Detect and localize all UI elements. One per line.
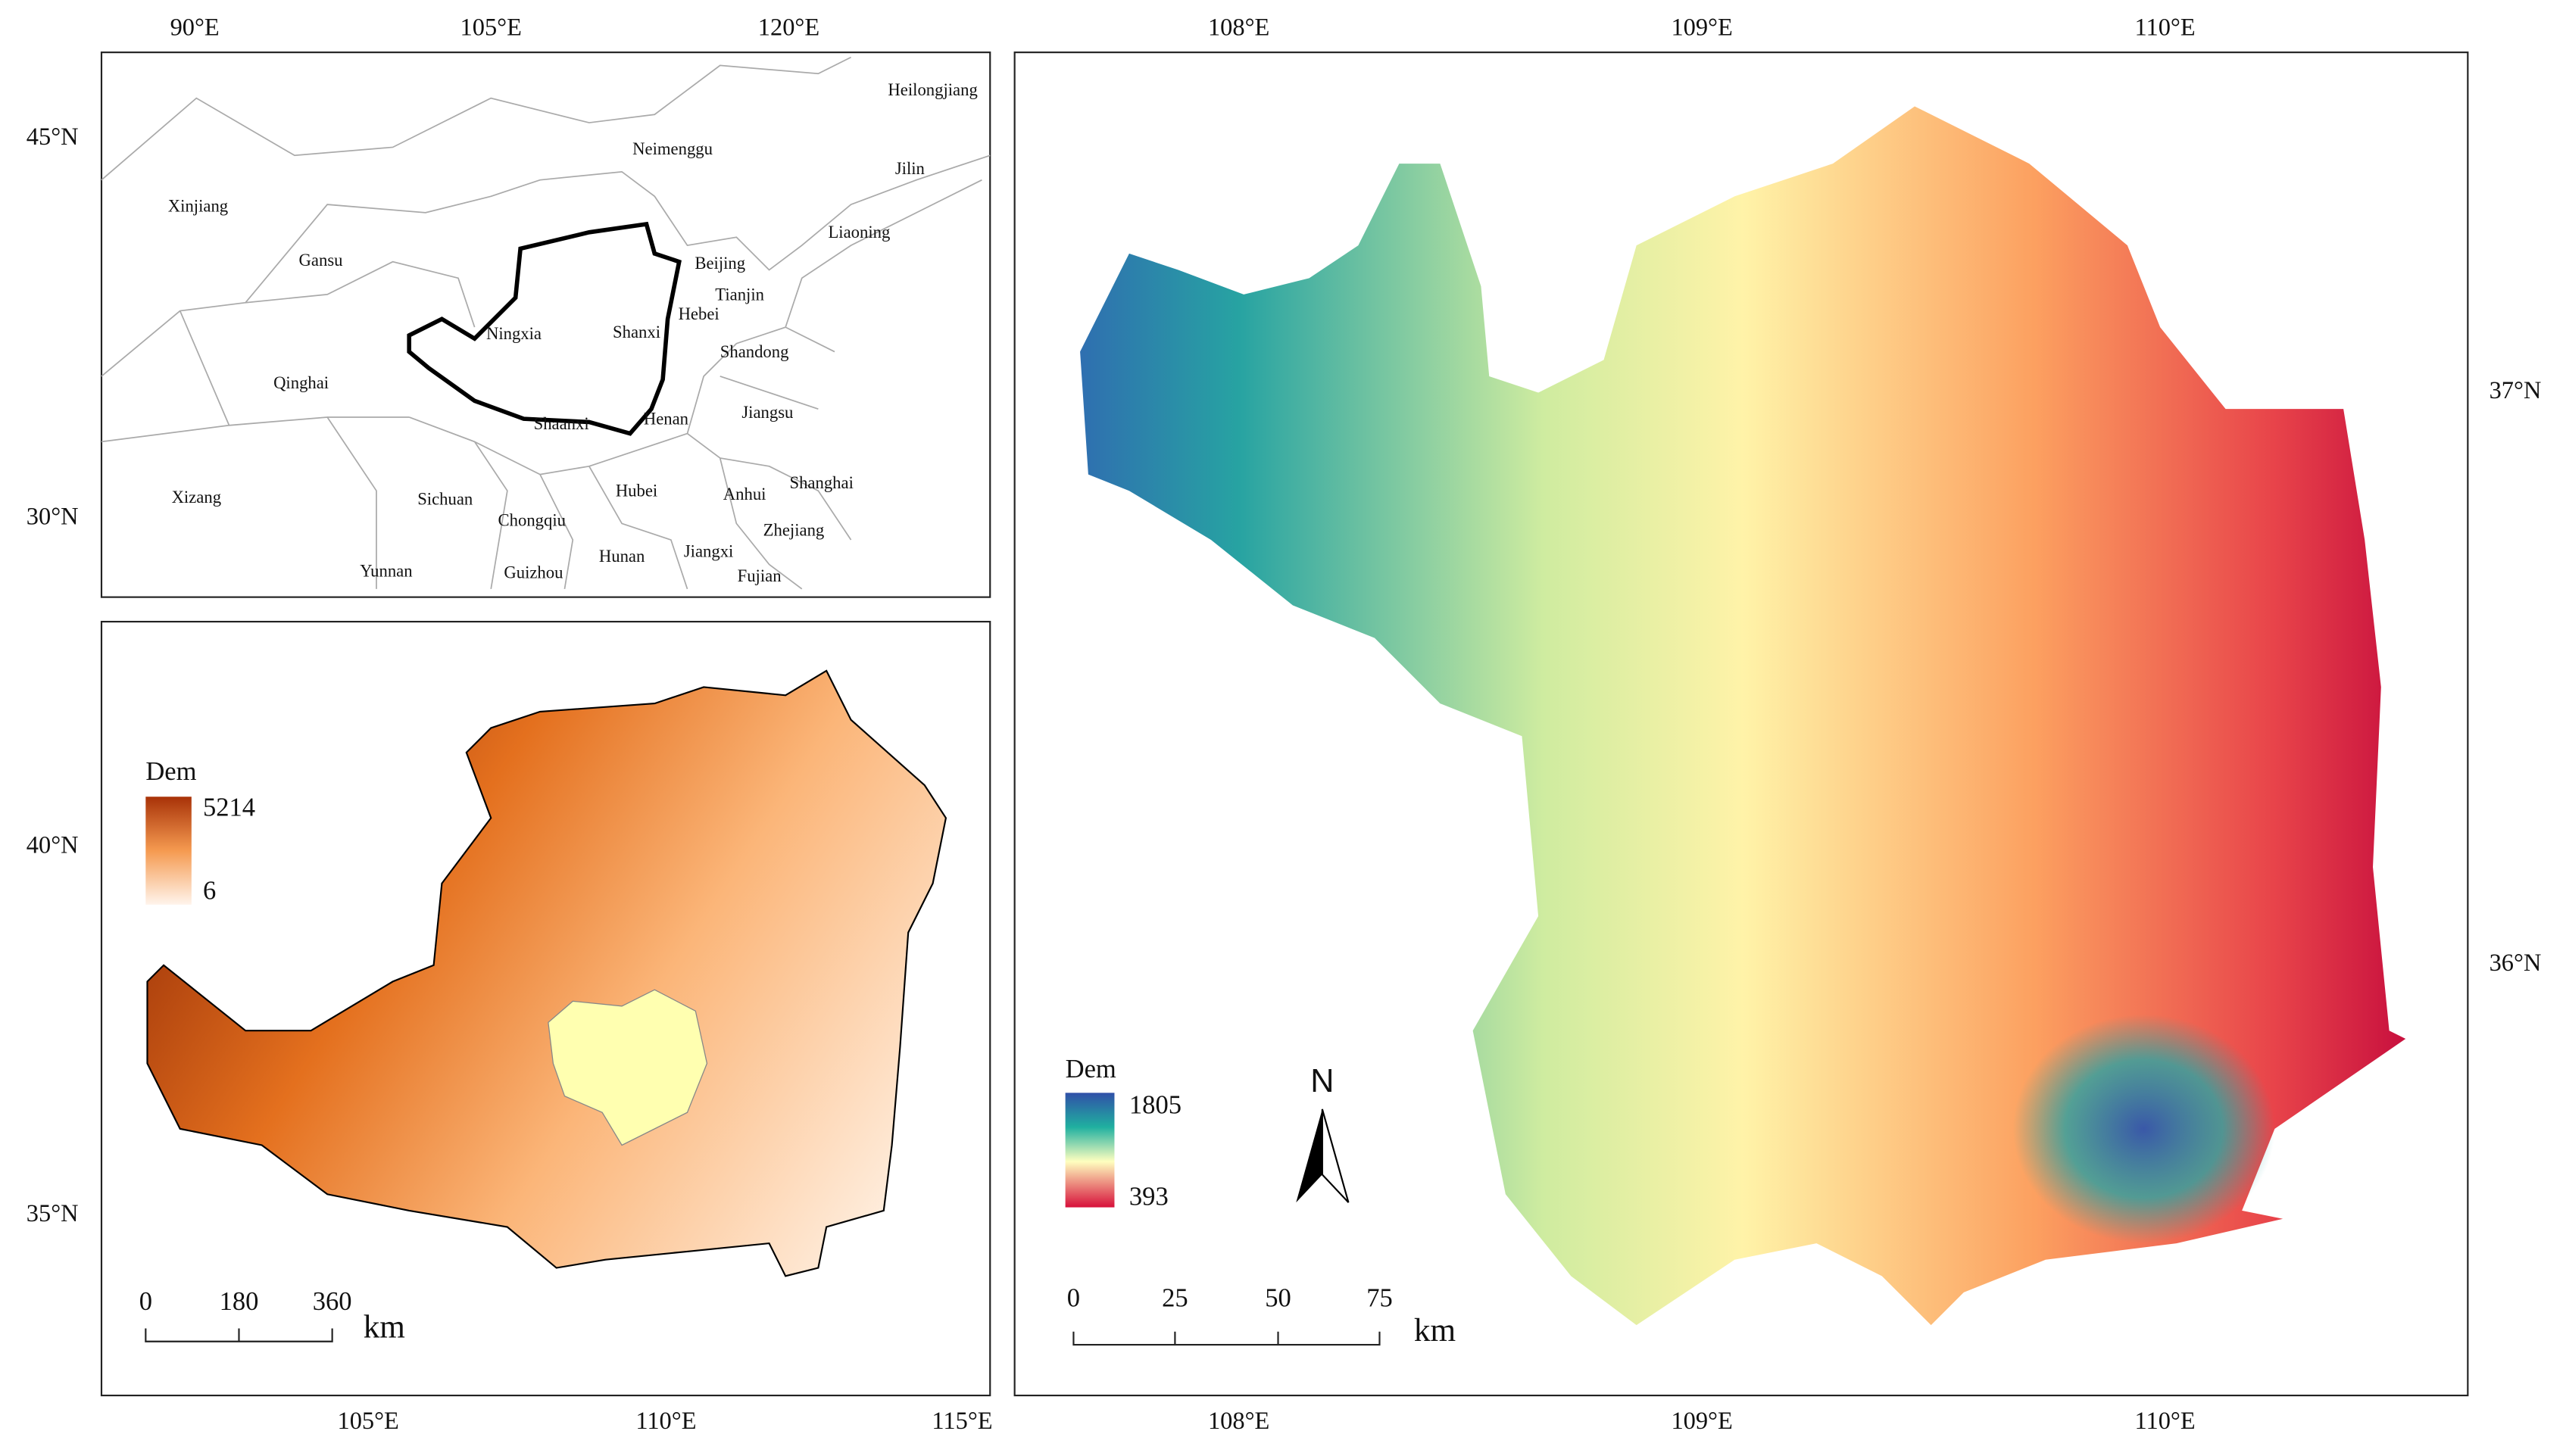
province-label: Qinghai bbox=[273, 373, 329, 392]
lat-label: 30°N bbox=[27, 503, 79, 530]
scale-tick: 0 bbox=[139, 1287, 152, 1316]
lon-label: 90°E bbox=[170, 14, 220, 41]
scale-tick: 0 bbox=[1067, 1284, 1080, 1313]
province-label: Guizhou bbox=[504, 563, 563, 582]
legend-title: Dem bbox=[145, 757, 196, 786]
scale-bar bbox=[145, 1328, 333, 1342]
legend-max: 5214 bbox=[203, 793, 255, 822]
north-arrow-right bbox=[1321, 1108, 1350, 1203]
lat-label: 45°N bbox=[27, 123, 79, 151]
legend-title: Dem bbox=[1066, 1055, 1116, 1083]
study-area-patch bbox=[548, 989, 708, 1146]
plateau-dem bbox=[146, 669, 947, 1277]
province-label: Shanghai bbox=[789, 473, 853, 492]
legend-min: 393 bbox=[1129, 1183, 1169, 1211]
lat-label: 35°N bbox=[27, 1200, 79, 1227]
province-label: Tianjin bbox=[715, 285, 764, 304]
lat-label: 37°N bbox=[2490, 377, 2542, 404]
province-label: Jiangsu bbox=[741, 403, 793, 422]
province-label: Shanxi bbox=[613, 323, 660, 341]
province-label: Sichuan bbox=[417, 489, 473, 508]
province-label: Chongqiu bbox=[498, 510, 566, 529]
province-label: Xinjiang bbox=[168, 197, 228, 216]
province-label: Gansu bbox=[299, 251, 343, 270]
legend-ramp bbox=[1065, 1093, 1115, 1208]
province-label: Shaanxi bbox=[534, 414, 589, 433]
inset-frame bbox=[100, 51, 991, 598]
north-label: N bbox=[1310, 1063, 1334, 1099]
scale-tick: 360 bbox=[313, 1287, 352, 1316]
scale-unit: km bbox=[364, 1309, 405, 1345]
province-label: Ningxia bbox=[486, 324, 542, 343]
scale-unit: km bbox=[1414, 1312, 1456, 1348]
lat-label: 36°N bbox=[2490, 949, 2542, 977]
lon-label: 109°E bbox=[1671, 1408, 1732, 1435]
legend-ramp bbox=[145, 797, 192, 905]
province-label: Heilongjiang bbox=[888, 80, 977, 99]
province-label: Jilin bbox=[895, 159, 925, 178]
lon-label: 109°E bbox=[1671, 14, 1732, 41]
study-outline bbox=[407, 221, 682, 436]
lon-label: 115°E bbox=[932, 1408, 992, 1435]
scale-tick: 75 bbox=[1366, 1284, 1393, 1313]
province-label: Yunnan bbox=[360, 561, 412, 580]
province-label: Zhejiang bbox=[763, 520, 825, 539]
lon-label: 105°E bbox=[460, 14, 522, 41]
scale-tick: 180 bbox=[220, 1287, 259, 1316]
study-frame bbox=[1013, 51, 2469, 1397]
scale-tick: 50 bbox=[1265, 1284, 1291, 1313]
north-arrow-left bbox=[1296, 1108, 1322, 1203]
province-label: Hubei bbox=[616, 482, 657, 500]
province-label: Fujian bbox=[738, 566, 782, 585]
lon-label: 108°E bbox=[1208, 14, 1269, 41]
dem-highland bbox=[2012, 1014, 2275, 1244]
province-label: Jiangxi bbox=[684, 542, 734, 561]
province-boundaries bbox=[101, 56, 991, 590]
lon-label: 120°E bbox=[758, 14, 819, 41]
province-label: Xizang bbox=[172, 488, 221, 507]
lon-label: 110°E bbox=[635, 1408, 696, 1435]
legend-min: 6 bbox=[203, 877, 216, 906]
province-label: Anhui bbox=[723, 485, 766, 504]
province-label: Henan bbox=[644, 409, 688, 428]
province-label: Shandong bbox=[720, 342, 789, 361]
lon-label: 105°E bbox=[337, 1408, 398, 1435]
province-label: Hunan bbox=[599, 547, 645, 566]
scale-tick: 25 bbox=[1162, 1284, 1188, 1313]
province-label: Liaoning bbox=[828, 223, 890, 242]
province-label: Neimenggu bbox=[632, 139, 713, 158]
study-dem bbox=[1080, 106, 2406, 1326]
lon-label: 108°E bbox=[1208, 1408, 1269, 1435]
province-labels: Heilongjiang Jilin Xinjiang Neimenggu Liaoni… bbox=[168, 80, 978, 585]
legend-max: 1805 bbox=[1129, 1091, 1182, 1120]
lon-label: 110°E bbox=[2135, 1408, 2196, 1435]
province-label: Hebei bbox=[679, 304, 720, 323]
scale-bar bbox=[1072, 1331, 1381, 1346]
lat-label: 40°N bbox=[27, 832, 79, 859]
province-label: Beijing bbox=[695, 254, 745, 273]
plateau-frame bbox=[100, 620, 991, 1397]
lon-label: 110°E bbox=[2135, 14, 2196, 41]
